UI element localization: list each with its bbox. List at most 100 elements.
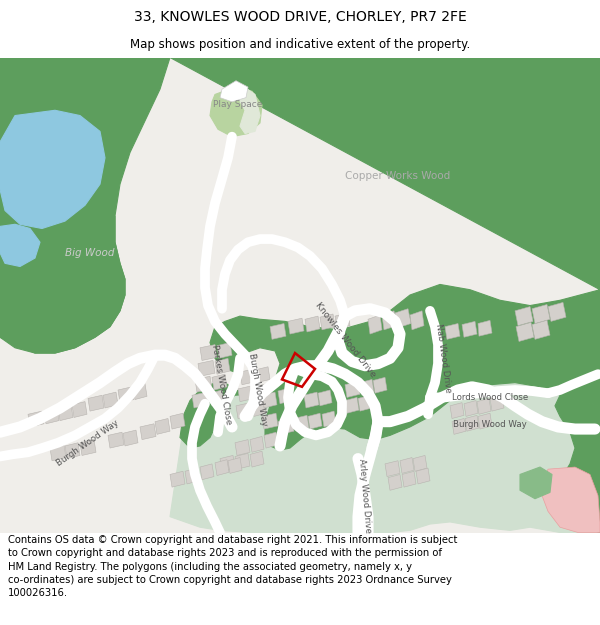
Text: Arley Wood Drive: Arley Wood Drive: [357, 458, 373, 533]
Polygon shape: [123, 430, 138, 446]
Polygon shape: [308, 413, 322, 429]
Polygon shape: [477, 399, 491, 414]
Text: 33, KNOWLES WOOD DRIVE, CHORLEY, PR7 2FE: 33, KNOWLES WOOD DRIVE, CHORLEY, PR7 2FE: [134, 10, 466, 24]
Polygon shape: [195, 376, 212, 392]
Polygon shape: [464, 401, 478, 416]
Polygon shape: [320, 314, 335, 330]
Polygon shape: [212, 374, 227, 390]
Polygon shape: [217, 342, 232, 358]
Polygon shape: [532, 321, 550, 339]
Polygon shape: [250, 451, 264, 467]
Polygon shape: [345, 398, 359, 413]
Polygon shape: [220, 81, 248, 102]
Polygon shape: [373, 378, 387, 393]
Polygon shape: [452, 419, 466, 434]
Polygon shape: [155, 419, 170, 434]
Polygon shape: [490, 395, 504, 411]
Polygon shape: [103, 392, 118, 408]
Polygon shape: [250, 436, 264, 452]
Polygon shape: [170, 471, 185, 487]
Polygon shape: [270, 324, 286, 339]
Polygon shape: [0, 224, 40, 266]
Polygon shape: [520, 467, 552, 499]
Polygon shape: [548, 302, 566, 321]
Text: Big Wood: Big Wood: [65, 248, 115, 258]
Text: Knowles Wood Drive: Knowles Wood Drive: [313, 301, 377, 379]
Polygon shape: [0, 58, 600, 532]
Polygon shape: [170, 382, 600, 532]
Polygon shape: [228, 458, 242, 473]
Polygon shape: [305, 316, 320, 332]
Polygon shape: [80, 439, 96, 456]
Polygon shape: [255, 367, 270, 382]
Polygon shape: [170, 58, 600, 450]
Polygon shape: [220, 456, 235, 471]
Text: Map shows position and indicative extent of the property.: Map shows position and indicative extent…: [130, 38, 470, 51]
Polygon shape: [278, 388, 292, 404]
Text: Copper Works Wood: Copper Works Wood: [345, 171, 450, 181]
Polygon shape: [360, 379, 374, 395]
Polygon shape: [170, 413, 185, 429]
Text: Burgh Wood Way: Burgh Wood Way: [247, 353, 269, 427]
Polygon shape: [238, 386, 254, 402]
Polygon shape: [44, 408, 59, 424]
Text: Contains OS data © Crown copyright and database right 2021. This information is : Contains OS data © Crown copyright and d…: [8, 535, 457, 598]
Polygon shape: [118, 387, 134, 402]
Polygon shape: [358, 395, 372, 411]
Polygon shape: [400, 458, 414, 473]
Polygon shape: [515, 307, 533, 326]
Polygon shape: [304, 392, 319, 408]
Polygon shape: [0, 216, 125, 353]
Polygon shape: [402, 471, 416, 487]
Text: Lords Wood Close: Lords Wood Close: [452, 393, 528, 402]
Polygon shape: [288, 318, 304, 334]
Polygon shape: [72, 402, 87, 418]
Polygon shape: [65, 442, 80, 459]
Polygon shape: [133, 384, 147, 399]
Polygon shape: [185, 468, 199, 484]
Polygon shape: [215, 358, 230, 374]
Polygon shape: [478, 413, 492, 429]
Polygon shape: [294, 416, 309, 431]
Text: Nab Wood Drive: Nab Wood Drive: [434, 323, 452, 394]
Polygon shape: [215, 459, 229, 476]
Polygon shape: [516, 322, 534, 341]
Polygon shape: [88, 395, 104, 411]
Polygon shape: [345, 381, 360, 398]
Polygon shape: [200, 464, 214, 480]
Polygon shape: [382, 311, 397, 330]
Polygon shape: [410, 311, 424, 330]
Polygon shape: [210, 390, 224, 406]
Polygon shape: [192, 392, 209, 408]
Polygon shape: [395, 309, 411, 328]
Polygon shape: [462, 321, 477, 338]
Polygon shape: [388, 474, 402, 490]
Polygon shape: [385, 461, 400, 476]
Polygon shape: [264, 432, 278, 448]
Polygon shape: [28, 411, 44, 427]
Polygon shape: [445, 324, 460, 339]
Polygon shape: [198, 361, 215, 376]
Polygon shape: [416, 468, 430, 484]
Polygon shape: [200, 344, 217, 361]
Polygon shape: [555, 290, 600, 532]
Polygon shape: [236, 402, 252, 419]
Polygon shape: [58, 405, 73, 421]
Polygon shape: [108, 432, 124, 448]
Polygon shape: [322, 411, 336, 427]
Polygon shape: [368, 315, 382, 334]
Polygon shape: [478, 321, 492, 336]
Polygon shape: [50, 445, 66, 461]
Polygon shape: [210, 87, 262, 137]
Polygon shape: [252, 401, 266, 416]
Polygon shape: [278, 419, 294, 434]
Polygon shape: [0, 58, 170, 353]
Polygon shape: [0, 110, 105, 229]
Polygon shape: [335, 313, 350, 329]
Polygon shape: [318, 390, 332, 406]
Text: Play Space: Play Space: [214, 100, 263, 109]
Text: Burgh Wood Way: Burgh Wood Way: [55, 418, 121, 468]
Polygon shape: [262, 413, 278, 429]
Polygon shape: [532, 304, 550, 324]
Polygon shape: [140, 424, 156, 439]
